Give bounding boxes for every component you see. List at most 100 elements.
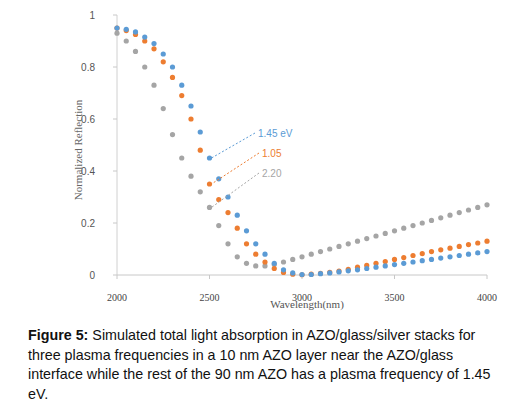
series <box>114 31 489 269</box>
caption-text: Simulated total light absorption in AZO/… <box>28 327 491 402</box>
chart: 00.20.40.60.8120002500300035004000Wavele… <box>0 0 519 325</box>
data-point <box>447 246 452 251</box>
y-tick-label: 0.2 <box>81 218 95 229</box>
data-point <box>114 25 119 30</box>
data-point <box>207 205 212 210</box>
data-point <box>336 244 341 249</box>
data-point <box>281 267 286 272</box>
data-point <box>457 253 462 258</box>
y-tick <box>113 275 117 276</box>
data-point <box>401 226 406 231</box>
data-point <box>318 249 323 254</box>
data-point <box>142 35 147 40</box>
data-point <box>161 51 166 56</box>
data-point <box>457 244 462 249</box>
data-point <box>429 257 434 262</box>
data-point <box>392 228 397 233</box>
data-point <box>373 233 378 238</box>
data-point <box>235 254 240 259</box>
data-point <box>262 252 267 257</box>
data-point <box>114 31 119 36</box>
data-point <box>355 267 360 272</box>
data-point <box>235 226 240 231</box>
data-point <box>346 268 351 273</box>
data-point <box>309 272 314 277</box>
data-point <box>133 29 138 34</box>
data-point <box>170 64 175 69</box>
y-tick <box>113 223 117 224</box>
x-tick <box>394 275 395 279</box>
data-point <box>373 265 378 270</box>
data-point <box>216 223 221 228</box>
x-axis-label: Wavelength(nm) <box>270 298 344 311</box>
y-tick <box>113 67 117 68</box>
data-point <box>466 252 471 257</box>
series <box>114 25 489 277</box>
data-point <box>198 189 203 194</box>
data-point <box>244 228 249 233</box>
data-point <box>179 155 184 160</box>
data-point <box>438 215 443 220</box>
data-point <box>179 93 184 98</box>
data-point <box>161 106 166 111</box>
data-point <box>318 271 323 276</box>
data-point <box>207 155 212 160</box>
data-point <box>401 261 406 266</box>
y-axis-label: Normalized Reflection <box>72 99 84 200</box>
data-point <box>290 270 295 275</box>
data-point <box>253 263 258 268</box>
data-point <box>299 254 304 259</box>
data-point <box>124 38 129 43</box>
data-point <box>253 241 258 246</box>
data-point <box>188 174 193 179</box>
data-point <box>327 270 332 275</box>
data-point <box>262 259 267 264</box>
data-point <box>170 132 175 137</box>
data-point <box>124 27 129 32</box>
data-point <box>216 197 221 202</box>
data-point <box>299 272 304 277</box>
data-point <box>355 239 360 244</box>
x-tick <box>487 275 488 279</box>
y-tick <box>113 119 117 120</box>
data-point <box>457 210 462 215</box>
series <box>114 25 489 277</box>
x-tick-label: 4000 <box>477 292 497 303</box>
x-tick-label: 2500 <box>200 292 220 303</box>
data-point <box>179 83 184 88</box>
data-point <box>392 262 397 267</box>
data-point <box>309 272 314 277</box>
data-point <box>401 255 406 260</box>
y-tick-label: 0 <box>89 270 95 281</box>
data-point <box>253 252 258 257</box>
data-point <box>161 59 166 64</box>
data-point <box>475 240 480 245</box>
caption: Figure 5: Simulated total light absorpti… <box>28 326 506 404</box>
y-tick <box>113 15 117 16</box>
data-point <box>336 269 341 274</box>
data-point <box>383 263 388 268</box>
series-label: 1.45 eV <box>258 128 293 139</box>
data-point <box>299 272 304 277</box>
data-point <box>327 246 332 251</box>
x-tick <box>209 275 210 279</box>
data-point <box>392 257 397 262</box>
data-point <box>225 241 230 246</box>
data-point <box>170 75 175 80</box>
data-point <box>216 176 221 181</box>
data-point <box>142 64 147 69</box>
data-point <box>151 46 156 51</box>
data-point <box>198 129 203 134</box>
x-tick-label: 2000 <box>107 292 127 303</box>
caption-label: Figure 5: <box>28 327 88 343</box>
data-point <box>410 259 415 264</box>
data-point <box>410 223 415 228</box>
data-point <box>438 256 443 261</box>
y-tick-label: 0.8 <box>81 62 95 73</box>
data-point <box>429 249 434 254</box>
leader-line <box>212 153 260 184</box>
data-point <box>225 210 230 215</box>
data-point <box>466 207 471 212</box>
data-point <box>429 218 434 223</box>
data-point <box>466 242 471 247</box>
